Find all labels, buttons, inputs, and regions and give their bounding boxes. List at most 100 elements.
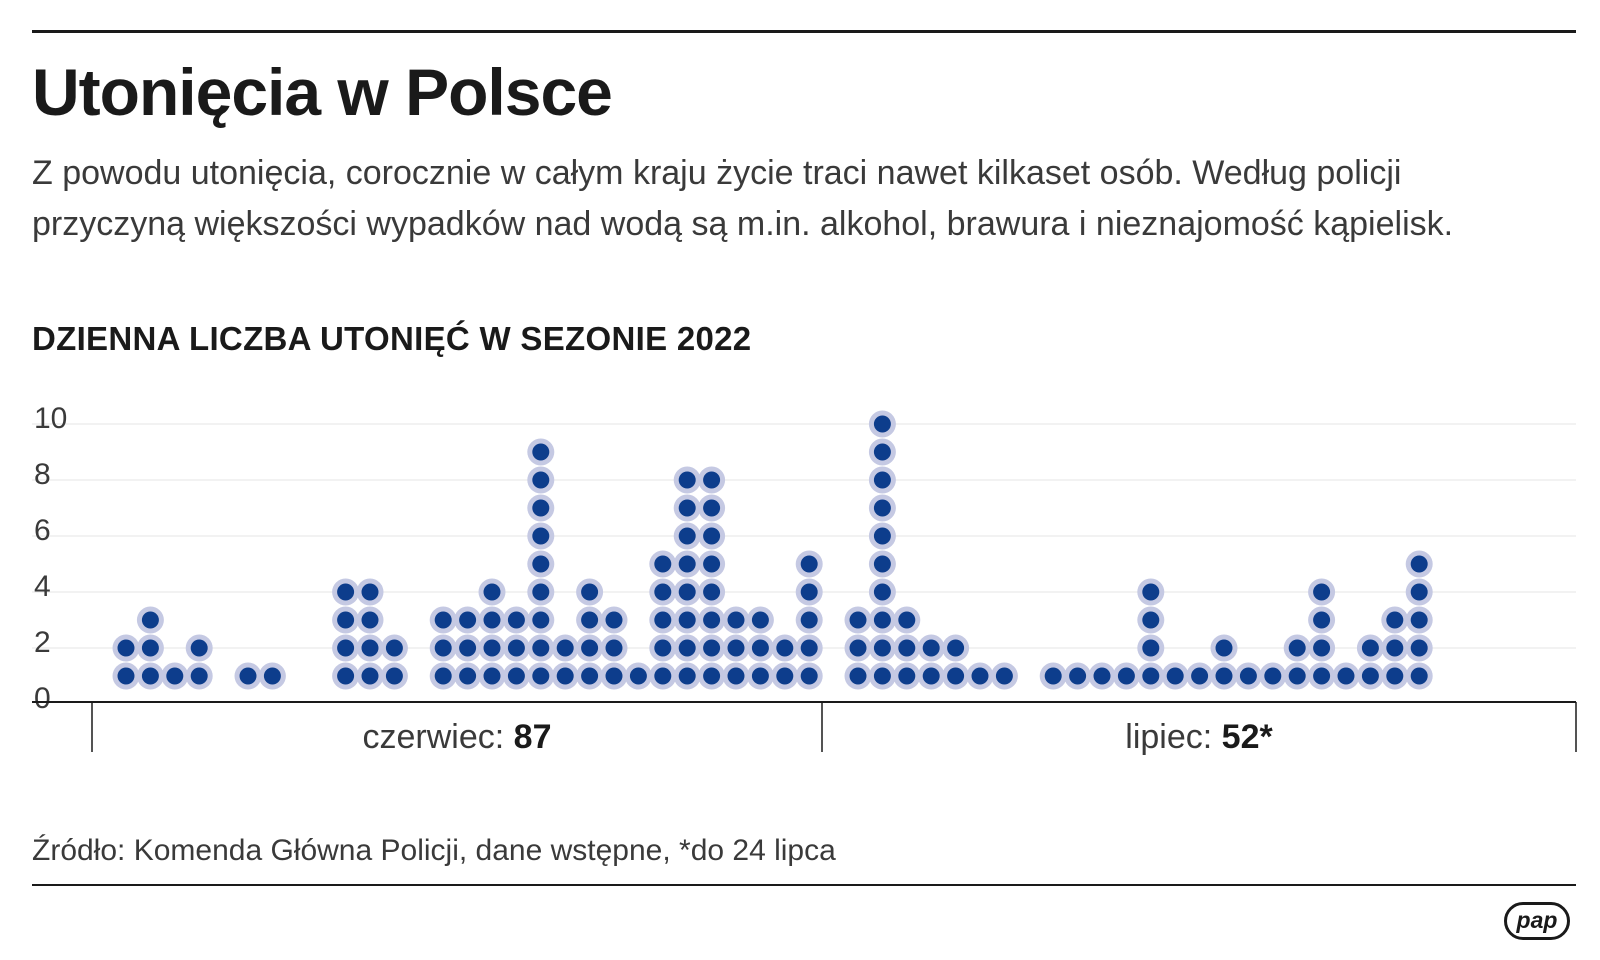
drowning-dot <box>971 667 989 685</box>
drowning-dot <box>678 555 696 573</box>
drowning-dot <box>678 499 696 517</box>
drowning-dot <box>141 611 159 629</box>
drowning-dot <box>654 667 672 685</box>
drowning-dot <box>581 611 599 629</box>
drowning-dot <box>1142 611 1160 629</box>
drowning-dot <box>337 667 355 685</box>
drowning-dot <box>483 583 501 601</box>
drowning-dot <box>800 555 818 573</box>
drowning-dot <box>532 555 550 573</box>
drowning-dot <box>678 611 696 629</box>
drowning-dot <box>532 583 550 601</box>
drowning-dot <box>873 583 891 601</box>
drowning-dot <box>361 583 379 601</box>
drowning-dot <box>1191 667 1209 685</box>
drowning-dot <box>337 583 355 601</box>
drowning-dot <box>361 611 379 629</box>
source-note: Źródło: Komenda Główna Policji, dane wst… <box>32 834 836 867</box>
drowning-dot <box>1361 667 1379 685</box>
drowning-dot <box>678 639 696 657</box>
drowning-dot <box>532 499 550 517</box>
drowning-dot <box>1215 639 1233 657</box>
page-subtitle: Z powodu utonięcia, corocznie w całym kr… <box>32 154 1454 243</box>
drowning-dot <box>1117 667 1135 685</box>
month-total: 87 <box>514 718 552 756</box>
drowning-dot <box>605 611 623 629</box>
drowning-dot <box>1386 611 1404 629</box>
drowning-dot <box>1069 667 1087 685</box>
drowning-dot <box>507 667 525 685</box>
drowning-dot <box>995 667 1013 685</box>
month-label: lipiec: 52* <box>1125 718 1273 756</box>
drowning-dot <box>1313 667 1331 685</box>
drowning-dot <box>1313 639 1331 657</box>
drowning-dot <box>727 639 745 657</box>
drowning-dot <box>532 639 550 657</box>
drowning-dot <box>703 667 721 685</box>
drowning-dot <box>703 527 721 545</box>
drowning-dot <box>1239 667 1257 685</box>
month-label: czerwiec: 87 <box>363 718 552 756</box>
month-name: czerwiec: <box>363 718 514 756</box>
drowning-dot <box>605 639 623 657</box>
drowning-dot <box>337 639 355 657</box>
drowning-dot <box>800 639 818 657</box>
drowning-dot <box>1386 667 1404 685</box>
drowning-dot <box>239 667 257 685</box>
drowning-dot <box>1410 583 1428 601</box>
drowning-dot <box>678 471 696 489</box>
y-tick-label: 2 <box>34 626 51 659</box>
drowning-dot <box>141 639 159 657</box>
drowning-dot <box>873 443 891 461</box>
drowning-dot <box>361 667 379 685</box>
drowning-dot <box>898 611 916 629</box>
drowning-dot <box>1044 667 1062 685</box>
drowning-dot <box>1410 611 1428 629</box>
drowning-dot <box>532 443 550 461</box>
drowning-dot <box>873 555 891 573</box>
drowning-dot <box>483 639 501 657</box>
page-title: Utonięcia w Polsce <box>32 55 613 129</box>
drowning-dot <box>1361 639 1379 657</box>
drowning-dot <box>361 639 379 657</box>
month-total: 52* <box>1222 718 1274 756</box>
drowning-dot <box>751 611 769 629</box>
drowning-dot <box>800 667 818 685</box>
drowning-dot <box>751 667 769 685</box>
drowning-dot <box>166 667 184 685</box>
drowning-dot <box>532 611 550 629</box>
drowning-dot <box>873 415 891 433</box>
drowning-dot <box>1142 639 1160 657</box>
drowning-dot <box>654 611 672 629</box>
drowning-dot <box>190 667 208 685</box>
drowning-dot <box>1410 639 1428 657</box>
drowning-dot <box>532 471 550 489</box>
drowning-dot <box>581 639 599 657</box>
y-tick-label: 6 <box>34 514 51 547</box>
top-rule <box>32 30 1576 33</box>
drowning-dot <box>1386 639 1404 657</box>
drowning-dot <box>483 667 501 685</box>
drowning-dot <box>337 611 355 629</box>
drowning-dot <box>629 667 647 685</box>
drowning-dot <box>800 583 818 601</box>
drowning-dot <box>459 667 477 685</box>
drowning-dot <box>556 667 574 685</box>
drowning-dot <box>385 639 403 657</box>
drowning-dot <box>873 639 891 657</box>
drowning-dot <box>1313 611 1331 629</box>
drowning-dot <box>1166 667 1184 685</box>
drowning-dot <box>1337 667 1355 685</box>
drowning-dot <box>727 611 745 629</box>
drowning-dot <box>703 583 721 601</box>
drowning-dot <box>703 471 721 489</box>
drowning-dot <box>922 639 940 657</box>
drowning-dot <box>507 639 525 657</box>
drowning-dot <box>873 527 891 545</box>
drowning-dot <box>434 639 452 657</box>
dot-chart: 0 2 4 6 8 10 czerwiec: 87 lipiec: 52* <box>32 402 1577 756</box>
drowning-dot <box>1215 667 1233 685</box>
drowning-dot <box>532 667 550 685</box>
y-tick-label: 10 <box>34 402 67 435</box>
drowning-dot <box>898 639 916 657</box>
